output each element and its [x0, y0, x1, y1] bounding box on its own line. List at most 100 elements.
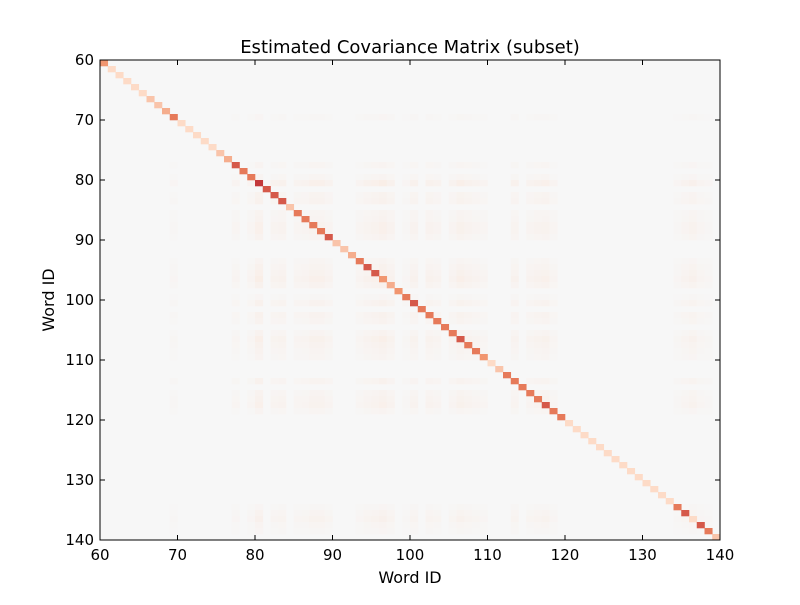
heatmap-cell	[231, 516, 240, 523]
heatmap-cell	[472, 294, 481, 301]
heatmap-cell	[293, 522, 302, 529]
diagonal-cell	[425, 312, 434, 319]
heatmap-cell	[425, 282, 434, 289]
heatmap-cell	[355, 192, 364, 199]
heatmap-cell	[433, 174, 442, 181]
diagonal-cell	[394, 288, 403, 295]
heatmap-cell	[247, 228, 256, 235]
diagonal-cell	[379, 276, 388, 283]
heatmap-cell	[681, 270, 690, 277]
heatmap-cell	[689, 336, 698, 343]
heatmap-cell	[363, 336, 372, 343]
heatmap-cell	[278, 276, 287, 283]
heatmap-cell	[696, 210, 705, 217]
heatmap-cell	[689, 522, 698, 529]
diagonal-cell	[107, 66, 116, 73]
heatmap-cell	[247, 210, 256, 217]
heatmap-cell	[541, 390, 550, 397]
diagonal-cell	[247, 174, 256, 181]
heatmap-cell	[255, 348, 264, 355]
heatmap-cell	[448, 528, 457, 535]
heatmap-cell	[526, 216, 535, 223]
heatmap-cell	[247, 192, 256, 199]
heatmap-cell	[255, 264, 264, 271]
heatmap-cell	[689, 348, 698, 355]
heatmap-cell	[293, 216, 302, 223]
heatmap-cell	[425, 342, 434, 349]
heatmap-cell	[371, 330, 380, 337]
heatmap-cell	[317, 408, 326, 415]
heatmap-cell	[464, 396, 473, 403]
heatmap-cell	[425, 300, 434, 307]
heatmap-cell	[433, 228, 442, 235]
heatmap-cell	[363, 354, 372, 361]
heatmap-cell	[247, 330, 256, 337]
heatmap-cell	[541, 276, 550, 283]
diagonal-cell	[301, 216, 310, 223]
heatmap-cell	[510, 162, 519, 169]
heatmap-cell	[317, 270, 326, 277]
heatmap-cell	[231, 258, 240, 265]
heatmap-cell	[425, 330, 434, 337]
heatmap-cell	[689, 354, 698, 361]
heatmap-cell	[681, 282, 690, 289]
heatmap-cell	[433, 294, 442, 301]
heatmap-cell	[293, 114, 302, 121]
heatmap-cell	[448, 408, 457, 415]
heatmap-cell	[689, 114, 698, 121]
heatmap-cell	[681, 318, 690, 325]
heatmap-cell	[324, 192, 333, 199]
diagonal-cell	[332, 240, 341, 247]
heatmap-cell	[247, 234, 256, 241]
heatmap-cell	[278, 522, 287, 529]
heatmap-cell	[270, 336, 279, 343]
heatmap-cell	[673, 312, 682, 319]
heatmap-cell	[448, 114, 457, 121]
heatmap-cell	[433, 378, 442, 385]
heatmap-cell	[526, 408, 535, 415]
heatmap-cell	[309, 174, 318, 181]
heatmap-cell	[673, 318, 682, 325]
heatmap-cell	[673, 300, 682, 307]
heatmap-cell	[386, 192, 395, 199]
heatmap-cell	[169, 522, 178, 529]
heatmap-cell	[689, 174, 698, 181]
heatmap-cell	[479, 222, 488, 229]
heatmap-cell	[549, 192, 558, 199]
heatmap-cell	[371, 348, 380, 355]
heatmap-cell	[448, 162, 457, 169]
heatmap-cell	[379, 378, 388, 385]
heatmap-cell	[278, 378, 287, 385]
heatmap-cell	[448, 216, 457, 223]
heatmap-cell	[309, 330, 318, 337]
heatmap-cell	[673, 174, 682, 181]
heatmap-cell	[309, 504, 318, 511]
heatmap-cell	[448, 270, 457, 277]
heatmap-cell	[371, 216, 380, 223]
heatmap-cell	[317, 396, 326, 403]
heatmap-cell	[479, 408, 488, 415]
heatmap-cell	[247, 312, 256, 319]
heatmap-cell	[371, 402, 380, 409]
heatmap-cell	[247, 348, 256, 355]
heatmap-cell	[696, 390, 705, 397]
heatmap-cell	[386, 348, 395, 355]
heatmap-cell	[448, 276, 457, 283]
x-tick-label: 90	[323, 546, 342, 564]
heatmap-cell	[448, 222, 457, 229]
heatmap-cell	[448, 264, 457, 271]
heatmap-cell	[255, 354, 264, 361]
heatmap-cell	[278, 114, 287, 121]
heatmap-cell	[704, 258, 713, 265]
heatmap-cell	[472, 282, 481, 289]
heatmap-cell	[673, 336, 682, 343]
heatmap-cell	[324, 258, 333, 265]
heatmap-cell	[410, 402, 419, 409]
heatmap-cell	[464, 264, 473, 271]
diagonal-cell	[200, 138, 209, 145]
heatmap-cell	[456, 114, 465, 121]
heatmap-cell	[425, 114, 434, 121]
heatmap-cell	[386, 522, 395, 529]
heatmap-cell	[309, 312, 318, 319]
heatmap-cell	[433, 510, 442, 517]
